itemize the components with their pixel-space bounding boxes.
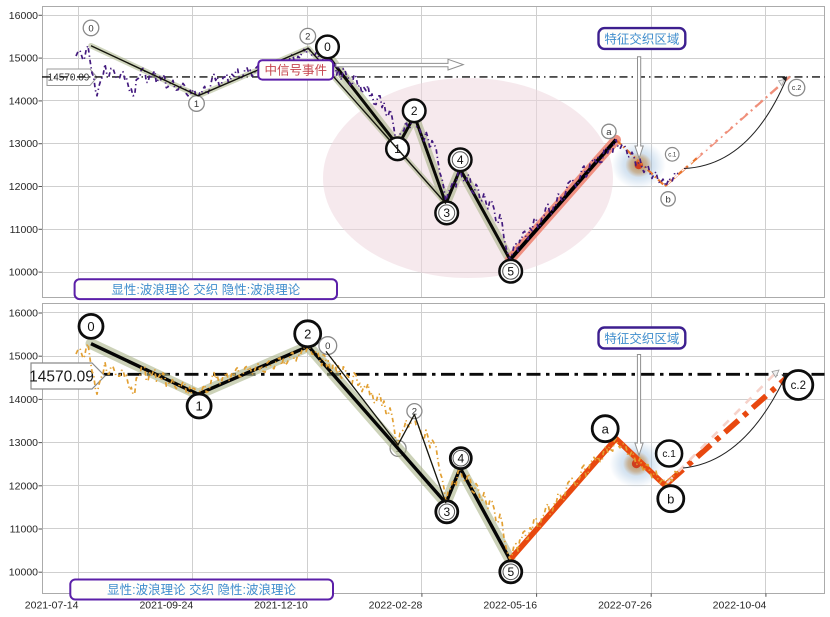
svg-text:16000: 16000 <box>9 308 38 320</box>
svg-text:14000: 14000 <box>9 394 38 406</box>
svg-text:13000: 13000 <box>9 437 38 449</box>
svg-text:2022-05-16: 2022-05-16 <box>483 600 537 612</box>
svg-text:5: 5 <box>507 265 514 279</box>
svg-text:14570.09: 14570.09 <box>29 369 94 386</box>
svg-text:b: b <box>665 194 670 205</box>
svg-text:3: 3 <box>443 206 450 220</box>
svg-text:中信号事件: 中信号事件 <box>264 62 327 77</box>
svg-text:14000: 14000 <box>9 95 38 107</box>
svg-text:0: 0 <box>324 40 331 54</box>
svg-text:a: a <box>606 127 612 138</box>
svg-text:b: b <box>667 491 674 506</box>
svg-text:5: 5 <box>507 565 514 579</box>
svg-text:c.2: c.2 <box>792 85 801 92</box>
svg-text:10000: 10000 <box>9 267 38 279</box>
svg-text:2022-10-04: 2022-10-04 <box>713 600 767 612</box>
svg-text:3: 3 <box>443 505 450 519</box>
svg-text:15000: 15000 <box>9 53 38 65</box>
svg-text:特征交织区域: 特征交织区域 <box>604 331 679 346</box>
svg-text:显性:波浪理论 交织 隐性:波浪理论: 显性:波浪理论 交织 隐性:波浪理论 <box>107 582 296 597</box>
svg-text:c.1: c.1 <box>662 449 676 460</box>
svg-text:12000: 12000 <box>9 181 38 193</box>
svg-text:4: 4 <box>457 452 464 466</box>
svg-text:c.1: c.1 <box>668 153 677 159</box>
svg-text:0: 0 <box>88 23 93 34</box>
svg-text:12000: 12000 <box>9 480 38 492</box>
svg-text:2021-09-24: 2021-09-24 <box>139 600 193 612</box>
svg-text:0: 0 <box>87 319 94 334</box>
svg-text:13000: 13000 <box>9 138 38 150</box>
svg-text:10000: 10000 <box>9 567 38 579</box>
svg-text:2021-12-10: 2021-12-10 <box>254 600 308 612</box>
svg-text:11000: 11000 <box>10 224 39 236</box>
svg-text:2022-02-28: 2022-02-28 <box>369 600 423 612</box>
svg-text:0: 0 <box>325 341 330 352</box>
svg-text:2: 2 <box>305 32 310 43</box>
svg-text:特征交织区域: 特征交织区域 <box>604 31 679 46</box>
svg-text:显性:波浪理论 交织 隐性:波浪理论: 显性:波浪理论 交织 隐性:波浪理论 <box>111 282 300 297</box>
svg-text:2021-07-14: 2021-07-14 <box>25 600 79 612</box>
svg-text:2: 2 <box>304 327 311 342</box>
svg-text:16000: 16000 <box>9 10 38 22</box>
svg-text:2022-07-26: 2022-07-26 <box>598 600 652 612</box>
svg-text:1: 1 <box>194 99 199 110</box>
svg-text:2: 2 <box>411 104 418 118</box>
svg-text:14570.09: 14570.09 <box>48 73 90 84</box>
svg-text:a: a <box>602 421 610 436</box>
svg-text:2: 2 <box>412 407 417 418</box>
svg-text:1: 1 <box>394 142 401 156</box>
svg-text:4: 4 <box>457 153 464 167</box>
svg-text:c.2: c.2 <box>791 380 806 392</box>
svg-text:15000: 15000 <box>9 351 38 363</box>
svg-text:11000: 11000 <box>10 524 39 536</box>
svg-text:1: 1 <box>195 399 202 414</box>
